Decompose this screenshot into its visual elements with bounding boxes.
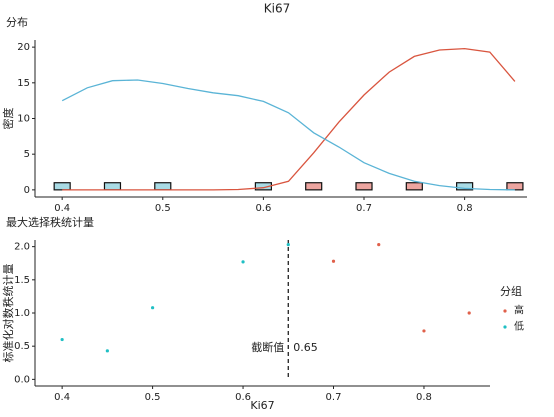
chart-title: Ki67 [264, 2, 290, 16]
rug-box [154, 182, 172, 191]
rug-box [506, 182, 524, 191]
density-line [61, 79, 515, 191]
x-tick-label: 0.7 [326, 392, 342, 403]
y-tick-label: 1.0 [14, 308, 30, 319]
x-axis-label: Ki67 [250, 399, 274, 412]
scatter-point [150, 306, 155, 310]
rug-box [305, 182, 323, 191]
y-tick-label: 10 [17, 114, 30, 125]
scatter-point [377, 243, 381, 247]
scatter-point [422, 329, 426, 333]
rug-box [405, 182, 423, 191]
rug-box [53, 182, 71, 191]
rug-box [456, 182, 474, 191]
legend-label: 高 [514, 304, 524, 317]
x-tick-label: 0.6 [255, 203, 271, 214]
x-tick-label: 0.7 [356, 203, 372, 214]
x-tick-label: 0.4 [54, 392, 70, 403]
x-tick-label: 0.5 [145, 392, 161, 403]
y-tick-label: 2.0 [14, 242, 30, 253]
y-tick-label: 5 [24, 149, 30, 160]
legend-label: 低 [514, 320, 524, 333]
panel-title: 分布 [6, 16, 28, 29]
y-tick-label: 0.0 [14, 374, 30, 385]
legend-marker [503, 325, 507, 329]
y-axis-label: 密度 [1, 108, 15, 130]
x-tick-label: 0.5 [155, 203, 171, 214]
scatter-point [60, 337, 64, 342]
y-tick-label: 15 [17, 78, 30, 89]
scatter-point [331, 259, 336, 263]
x-tick-label: 0.6 [235, 392, 251, 403]
cutoff-label: 截断值 [251, 340, 284, 354]
cutoff-value: 0.65 [293, 341, 318, 354]
y-axis-label: 标准化对数秩统计量 [1, 264, 15, 363]
x-tick-label: 0.4 [54, 203, 70, 214]
scatter-point [105, 349, 109, 353]
rug-box [355, 182, 373, 191]
y-tick-label: 20 [17, 42, 30, 53]
legend-title: 分组 [500, 284, 522, 298]
scatter-point [286, 243, 290, 247]
y-tick-label: 1.5 [14, 275, 30, 286]
scatter-point [241, 260, 245, 264]
y-tick-label: 0 [24, 185, 30, 196]
density-line [62, 47, 516, 191]
x-tick-label: 0.8 [457, 203, 473, 214]
rug-box [103, 182, 122, 191]
x-tick-label: 0.8 [416, 392, 432, 403]
y-tick-label: 0.5 [14, 341, 30, 352]
legend-marker [503, 309, 507, 313]
scatter-point [467, 311, 471, 315]
panel-title: 最大选择秩统计量 [6, 215, 94, 229]
